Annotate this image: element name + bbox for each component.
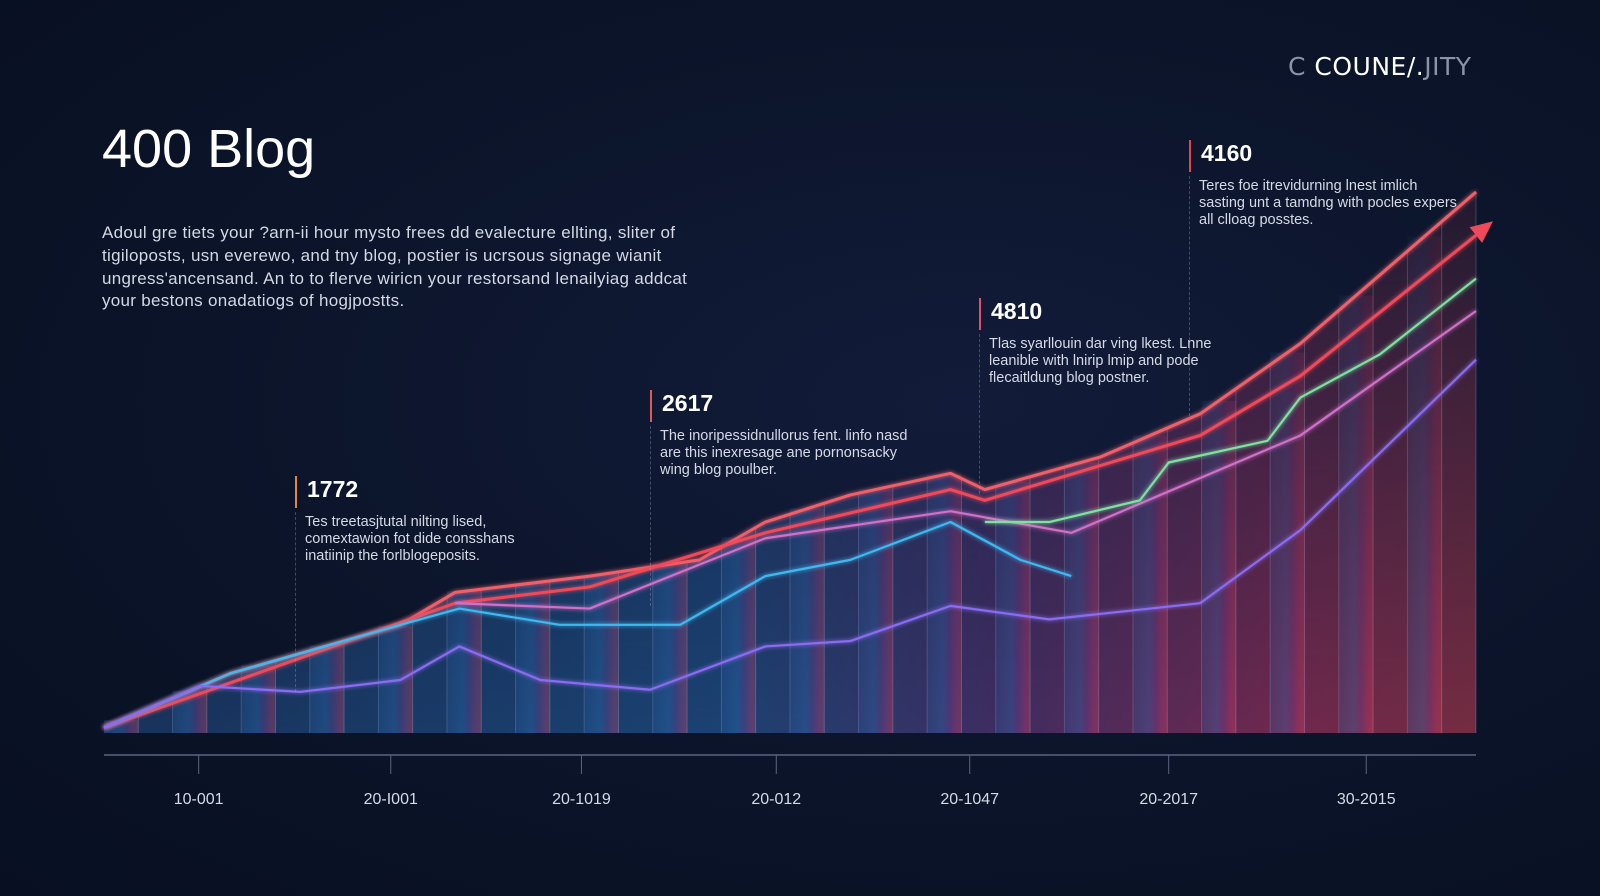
chart-column-bar: [927, 474, 962, 733]
x-tick-label: 20-I001: [363, 791, 418, 808]
chart-column-bar: [584, 574, 619, 733]
x-tick-label: 20-1047: [940, 791, 1000, 808]
annotation-leader: [1189, 176, 1190, 416]
annotation-text: Teres foe itrevidurning lnest imlich sas…: [1199, 178, 1457, 228]
annotation-value: 4160: [1201, 140, 1253, 166]
intro-text: Adoul gre tiets your ?arn-ii hour mysto …: [102, 223, 688, 311]
annotation-marker: [1189, 140, 1191, 172]
annotation-marker: [295, 476, 297, 508]
trend-arrow-head: [1469, 221, 1493, 243]
brand-logo: C COUNE/.JITY: [1288, 52, 1472, 81]
page-title: 400 Blog: [102, 119, 316, 179]
x-tick-label: 30-2015: [1336, 791, 1396, 808]
chart-column-bar: [1133, 435, 1168, 733]
annotation-marker: [650, 390, 652, 422]
chart-column-bar: [1064, 462, 1099, 733]
annotation-value: 1772: [307, 476, 359, 502]
annotation-value: 4810: [991, 298, 1043, 324]
chart-column-bar: [790, 508, 825, 733]
x-tick-label: 20-012: [751, 791, 802, 808]
annotation-text: Tes treetasjtutal nilting lised, comexta…: [305, 514, 515, 564]
chart-column-bar: [652, 564, 688, 733]
x-tick-label: 20-1019: [552, 791, 611, 808]
chart-column-bar: [515, 582, 550, 733]
annotation-value: 2617: [662, 390, 714, 416]
chart-column-bar: [447, 591, 482, 733]
chart-column-bar: [1270, 352, 1305, 733]
annotation-text: Tlas syarllouin dar ving lkest. Lnne lea…: [989, 336, 1212, 386]
chart-column-bar: [721, 537, 756, 733]
series-line-5: [984, 277, 1477, 524]
x-tick-label: 10-001: [173, 791, 224, 808]
series-line-1: [103, 234, 1477, 730]
chart-column-bar: [1201, 400, 1236, 733]
series-line-2: [455, 310, 1477, 610]
series-line-3: [103, 520, 1072, 729]
series-line-4: [103, 358, 1477, 729]
annotation-marker: [979, 298, 981, 330]
annotation-leader: [295, 512, 296, 692]
chart-column-bar: [858, 489, 893, 733]
annotation-leader: [650, 426, 651, 606]
annotation-text: The inoripessidnullorus fent. linfo nasd…: [660, 428, 908, 478]
annotation-leader: [979, 334, 980, 494]
x-tick-label: 20-2017: [1139, 791, 1199, 808]
